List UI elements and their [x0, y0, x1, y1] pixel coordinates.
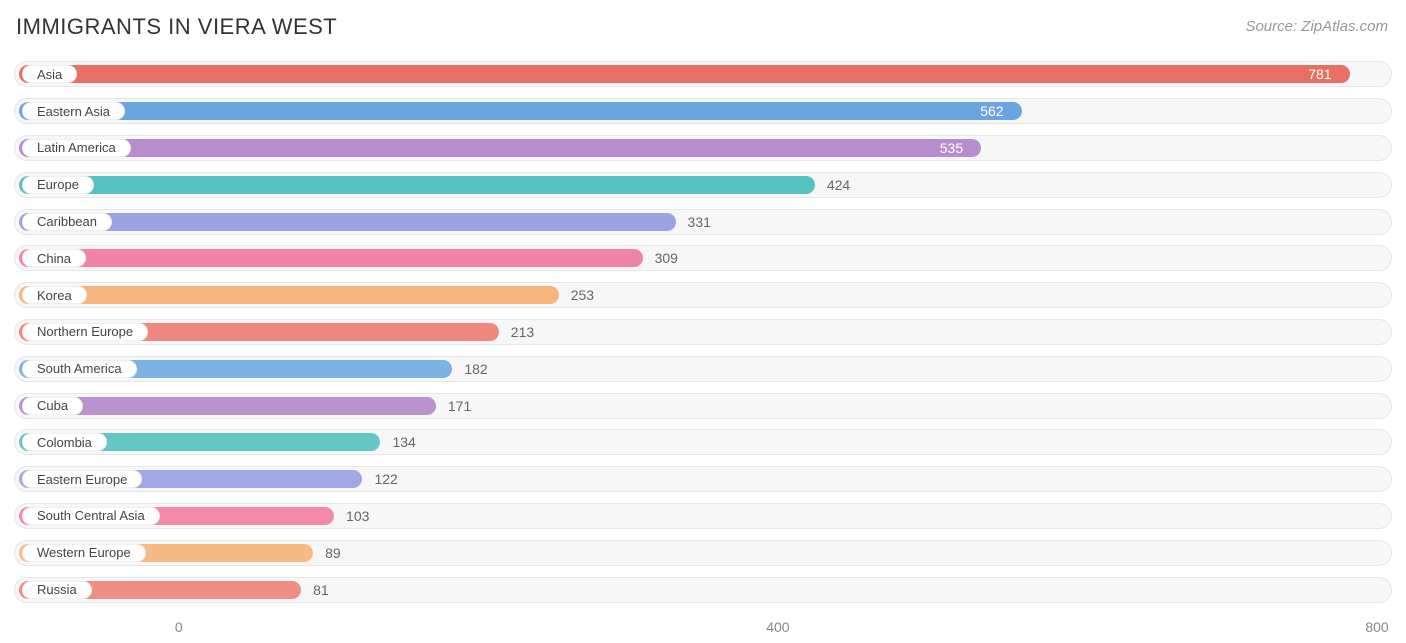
bar-track: South America 182 — [14, 356, 1392, 382]
bar-value: 122 — [364, 467, 407, 491]
bar-row: Latin America 535 — [14, 130, 1392, 167]
bar-track: Korea 253 — [14, 282, 1392, 308]
bar-label-pill: Colombia — [22, 433, 107, 451]
bar-track: Asia 781 — [14, 61, 1392, 87]
chart-area: Asia 781 Eastern Asia 562 Latin America 535 Eu… — [14, 56, 1392, 617]
bar-label-pill: South America — [22, 360, 137, 378]
bar-label-pill: Eastern Asia — [22, 102, 125, 120]
bar-value: 89 — [315, 541, 351, 565]
bar-row: Russia 81 — [14, 571, 1392, 608]
bar-value: 171 — [438, 394, 481, 418]
bar-value: 213 — [501, 320, 544, 344]
bar-track: Eastern Europe 122 — [14, 466, 1392, 492]
bar-fill — [19, 249, 643, 267]
bar-row: Asia 781 — [14, 56, 1392, 93]
bar-fill — [19, 213, 676, 231]
bar-fill — [19, 176, 815, 194]
bar-track: Western Europe 89 — [14, 540, 1392, 566]
bar-fill — [19, 102, 1022, 120]
bar-label-pill: Cuba — [22, 397, 83, 415]
bar-value: 535 — [930, 136, 973, 160]
bar-label-pill: Northern Europe — [22, 323, 148, 341]
bar-label-pill: Eastern Europe — [22, 470, 142, 488]
bar-row: Western Europe 89 — [14, 534, 1392, 571]
bar-value: 781 — [1298, 62, 1341, 86]
bar-track: Europe 424 — [14, 172, 1392, 198]
bar-value: 331 — [678, 210, 721, 234]
bar-label-pill: South Central Asia — [22, 507, 160, 525]
bar-label-pill: Western Europe — [22, 544, 146, 562]
axis-tick-label: 800 — [1365, 619, 1388, 635]
bar-value: 103 — [336, 504, 379, 528]
bar-row: Caribbean 331 — [14, 203, 1392, 240]
axis-tick-label: 0 — [175, 619, 183, 635]
bar-value: 424 — [817, 173, 860, 197]
bar-row: Eastern Europe 122 — [14, 461, 1392, 498]
bar-label-pill: Caribbean — [22, 213, 112, 231]
bar-value: 562 — [970, 99, 1013, 123]
bar-value: 309 — [645, 246, 688, 270]
bar-label-pill: Asia — [22, 65, 77, 83]
bar-row: China 309 — [14, 240, 1392, 277]
bar-label-pill: Russia — [22, 581, 92, 599]
bar-label-pill: China — [22, 249, 86, 267]
bar-track: Russia 81 — [14, 577, 1392, 603]
bar-fill — [19, 65, 1350, 83]
bar-row: Europe 424 — [14, 166, 1392, 203]
bar-row: Eastern Asia 562 — [14, 93, 1392, 130]
bar-label-pill: Europe — [22, 176, 94, 194]
bar-track: Northern Europe 213 — [14, 319, 1392, 345]
bar-track: Latin America 535 — [14, 135, 1392, 161]
bar-row: South America 182 — [14, 350, 1392, 387]
bar-value: 253 — [561, 283, 604, 307]
source-label: Source: ZipAtlas.com — [1245, 18, 1388, 35]
bar-row: Cuba 171 — [14, 387, 1392, 424]
bar-fill — [19, 286, 559, 304]
bar-track: Caribbean 331 — [14, 209, 1392, 235]
bar-row: South Central Asia 103 — [14, 498, 1392, 535]
x-axis: 0 400 800 — [14, 619, 1392, 637]
bar-value: 81 — [303, 578, 339, 602]
bar-label-pill: Korea — [22, 286, 87, 304]
bar-row: Korea 253 — [14, 277, 1392, 314]
bar-track: South Central Asia 103 — [14, 503, 1392, 529]
bar-row: Northern Europe 213 — [14, 314, 1392, 351]
bar-value: 134 — [382, 430, 425, 454]
bar-track: China 309 — [14, 245, 1392, 271]
axis-tick-label: 400 — [766, 619, 789, 635]
bar-row: Colombia 134 — [14, 424, 1392, 461]
chart-title: IMMIGRANTS IN VIERA WEST — [16, 14, 337, 40]
bar-fill — [19, 139, 981, 157]
bar-track: Cuba 171 — [14, 393, 1392, 419]
bar-track: Eastern Asia 562 — [14, 98, 1392, 124]
bar-label-pill: Latin America — [22, 139, 131, 157]
bar-value: 182 — [454, 357, 497, 381]
bar-track: Colombia 134 — [14, 429, 1392, 455]
